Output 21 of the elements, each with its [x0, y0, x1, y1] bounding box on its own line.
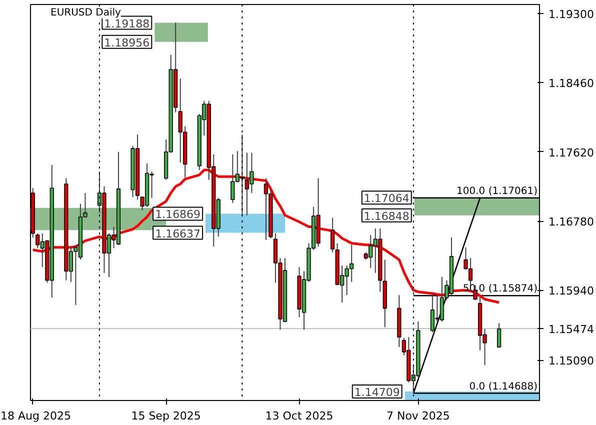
ref-line-label: 0.0 (1.14688) [469, 381, 538, 392]
chart-title: EURUSD Daily [50, 8, 122, 18]
ref-line-label: 100.0 (1.17061) [456, 186, 538, 197]
annotation: 1.16848 [364, 210, 410, 223]
x-tick-label: 13 Oct 2025 [265, 410, 334, 422]
annotation: 1.19188 [104, 17, 150, 30]
y-tick-label: 1.19300 [548, 8, 594, 22]
y-tick-label: 1.15940 [548, 284, 594, 298]
x-tick-label: 15 Sep 2025 [131, 410, 201, 422]
x-tick-label: 7 Nov 2025 [386, 410, 450, 422]
annotation: 1.14709 [354, 386, 400, 400]
y-tick-label: 1.17620 [548, 146, 594, 160]
y-tick-label: 1.15090 [548, 354, 594, 368]
annotation: 1.16637 [155, 227, 201, 240]
ref-line-label: 1.15474 [548, 323, 594, 336]
y-tick-label: 1.16780 [548, 216, 594, 229]
annotation: 1.17064 [364, 192, 410, 206]
y-tick-label: 1.18460 [548, 77, 594, 90]
x-tick-label: 18 Aug 2025 [0, 410, 71, 422]
annotation: 1.18956 [104, 36, 150, 50]
annotation: 1.16869 [155, 208, 201, 222]
